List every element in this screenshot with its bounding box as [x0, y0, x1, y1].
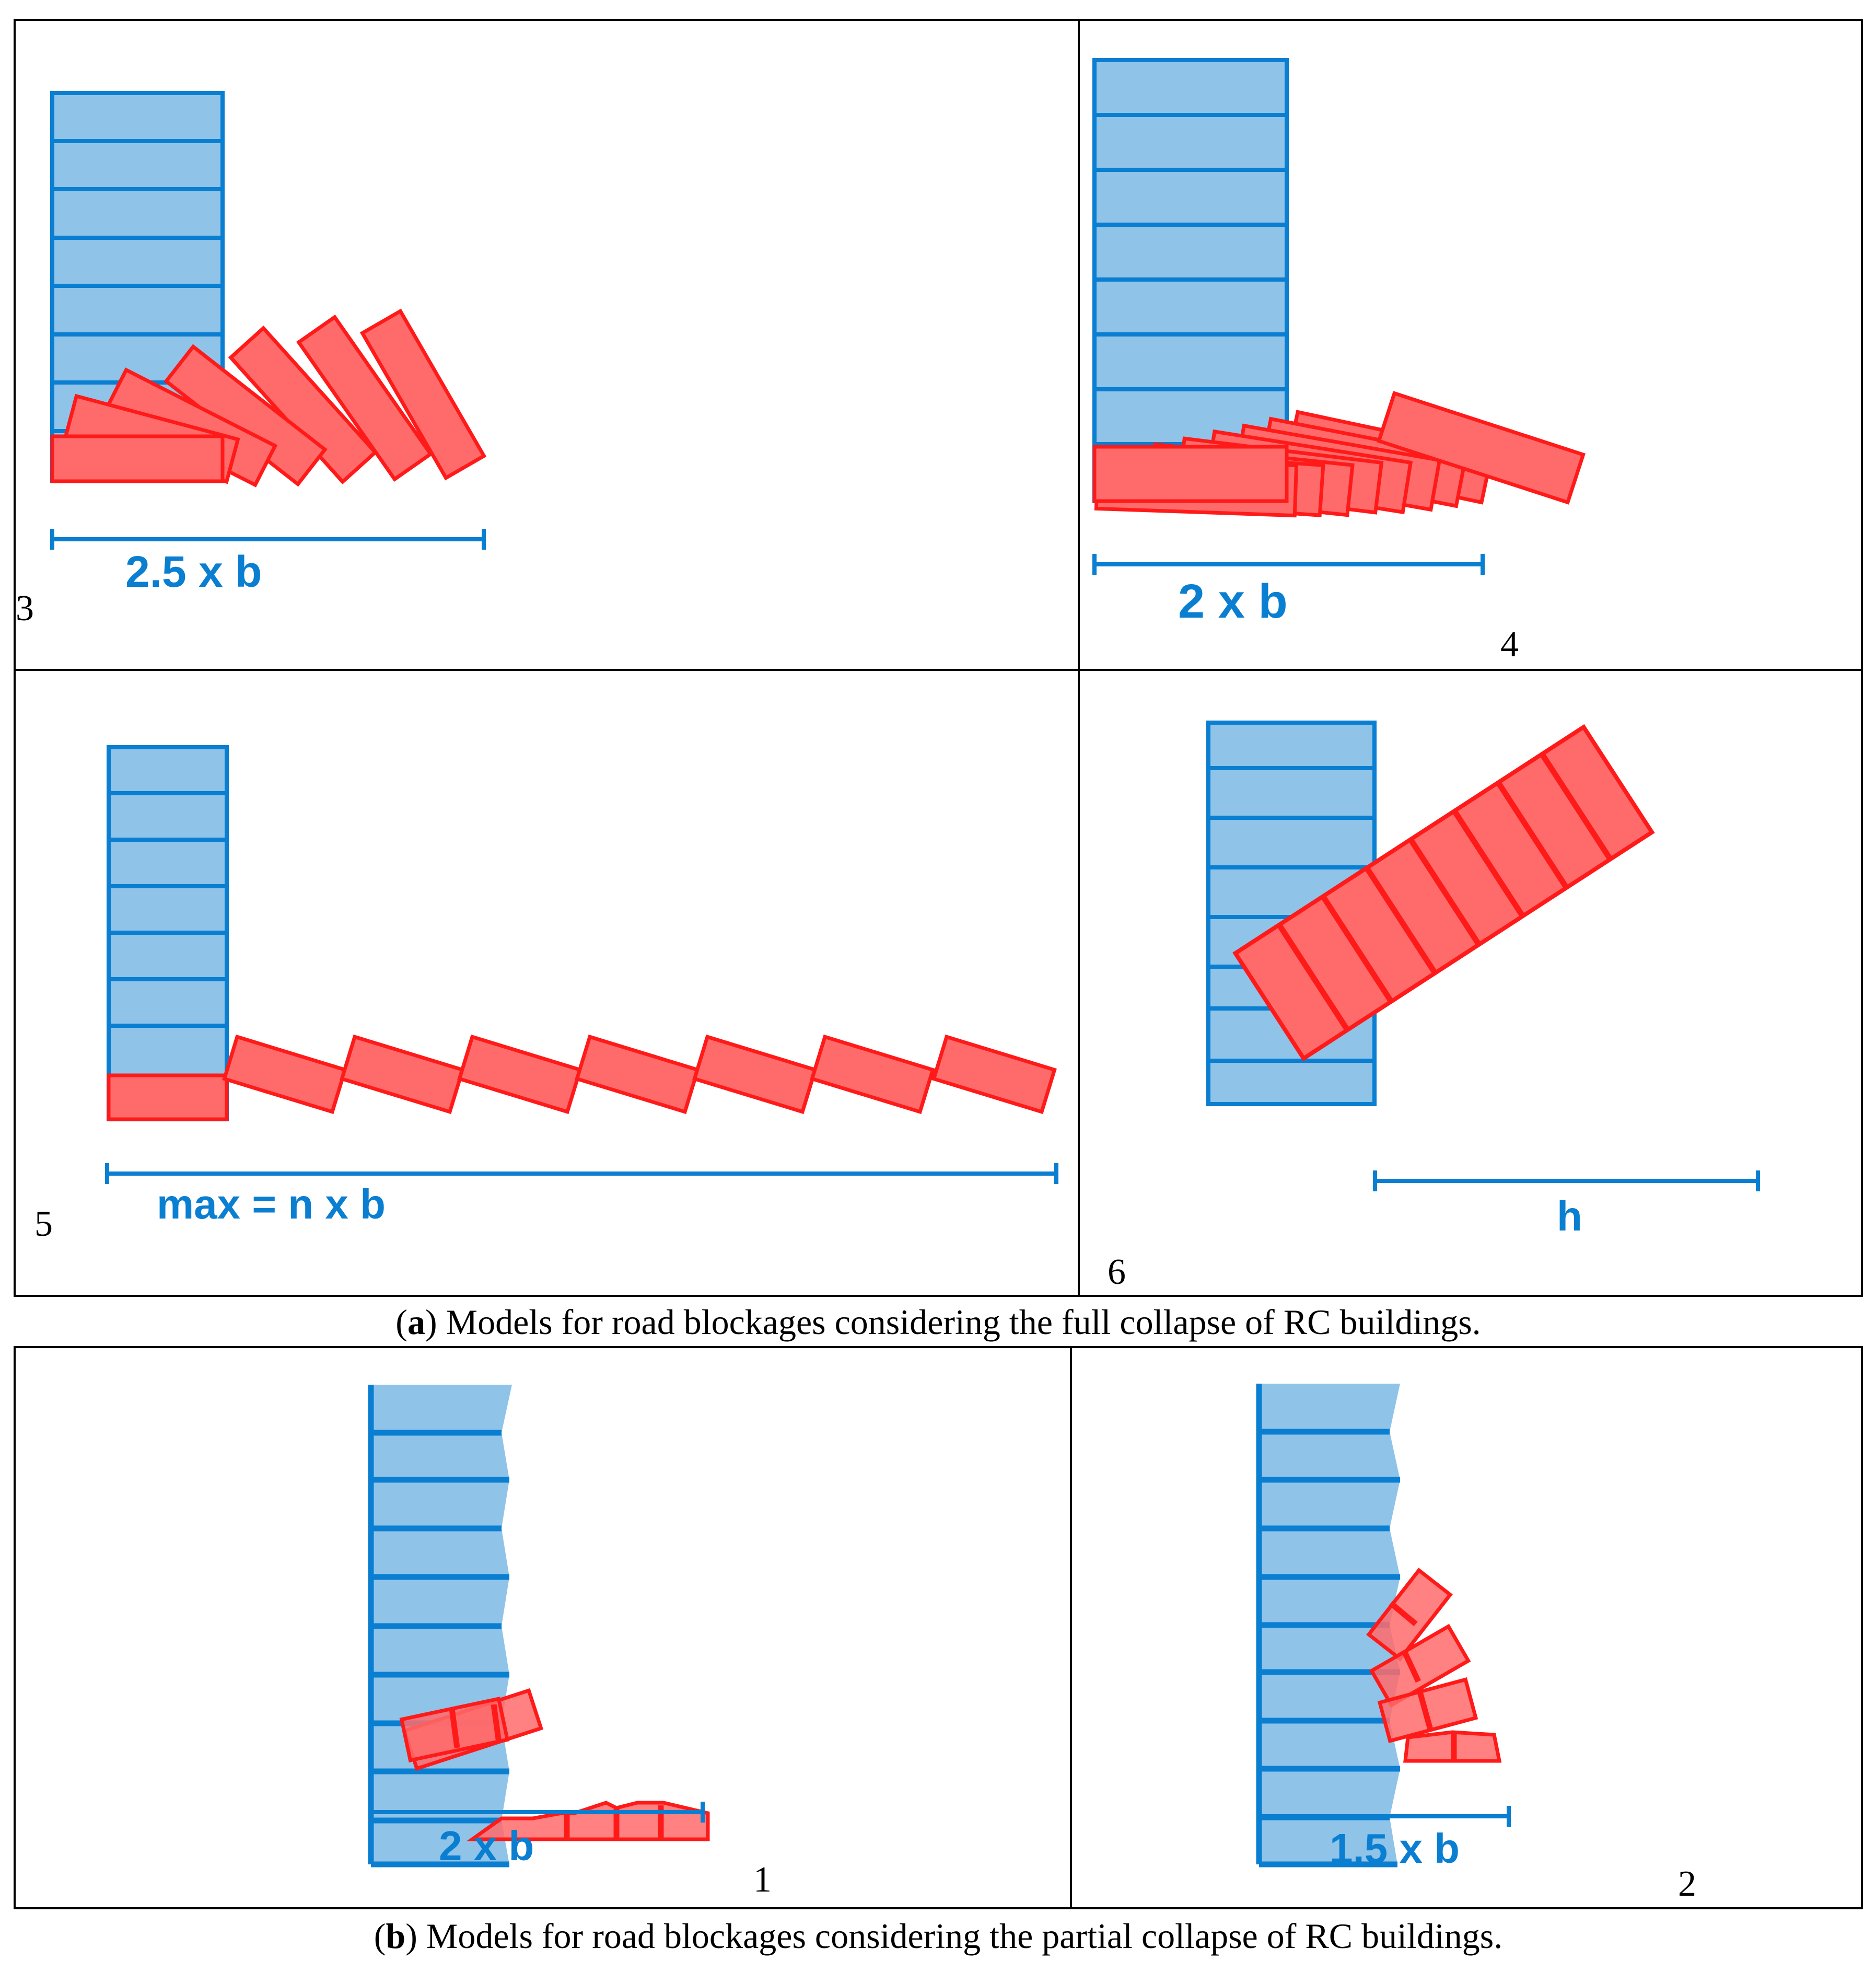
- dimension-line: [1373, 1170, 1760, 1191]
- panel-number: 6: [1108, 1252, 1126, 1292]
- building: [1256, 1384, 1400, 1867]
- panel-number: 4: [1500, 624, 1519, 665]
- dimension-line: [105, 1163, 1058, 1184]
- frame-b: [14, 1346, 1863, 1909]
- debris: [107, 1034, 1057, 1121]
- panel-2: 1.5 x b 2: [1256, 1384, 1696, 1904]
- debris: [1092, 391, 1586, 518]
- panel-number: 5: [34, 1204, 53, 1244]
- building: [107, 745, 229, 1121]
- caption-b: (b) Models for road blockages considerin…: [374, 1916, 1502, 1956]
- panel-5: max = n x b 5: [34, 745, 1058, 1244]
- building: [368, 1385, 512, 1867]
- dimension-label: 1.5 x b: [1330, 1825, 1460, 1872]
- dimension-line: [369, 1802, 705, 1823]
- frame-a: [14, 19, 1863, 1297]
- caption-b-letter: b: [386, 1916, 405, 1956]
- debris: [50, 308, 487, 488]
- dimension-label: h: [1557, 1193, 1582, 1239]
- debris: [1232, 724, 1655, 1062]
- panel-number: 2: [1678, 1864, 1696, 1904]
- dimension-label: max = n x b: [157, 1181, 386, 1227]
- caption-a: (a) Models for road blockages considerin…: [395, 1302, 1481, 1342]
- panel-number: 1: [753, 1860, 772, 1900]
- dimension-label: 2 x b: [1178, 575, 1288, 628]
- panel-1: 2 x b 1: [368, 1385, 772, 1900]
- caption-b-text: Models for road blockages considering th…: [417, 1916, 1502, 1956]
- dimension-label: 2 x b: [439, 1823, 534, 1869]
- dimension-line: [1257, 1806, 1511, 1827]
- panel-number: 3: [16, 588, 34, 629]
- caption-a-letter: a: [407, 1302, 425, 1342]
- dimension-line: [1092, 554, 1485, 575]
- dimension-label: 2.5 x b: [125, 547, 262, 596]
- debris-joints: [1389, 1600, 1457, 1762]
- caption-a-text: Models for road blockages considering th…: [437, 1302, 1481, 1342]
- panel-3: 2.5 x b 3: [16, 91, 487, 629]
- panel-6: h 6: [1108, 721, 1760, 1292]
- panel-4: 2 x b 4: [1092, 58, 1586, 665]
- dimension-line: [50, 529, 486, 550]
